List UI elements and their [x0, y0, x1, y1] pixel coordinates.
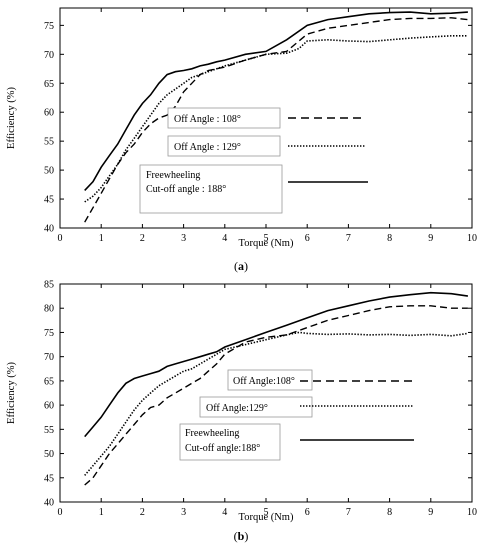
x-tick-label: 9 — [428, 233, 433, 244]
x-tick-label: 7 — [346, 233, 351, 244]
legend-box — [199, 396, 313, 418]
y-tick-label: 40 — [44, 224, 54, 235]
y-tick-label: 65 — [44, 79, 54, 90]
x-tick-label: 6 — [305, 507, 310, 518]
y-tick-label: 70 — [44, 352, 54, 363]
series-group — [84, 291, 469, 486]
y-axis-label: Efficiency (%) — [6, 362, 17, 424]
x-tick-label: 1 — [99, 507, 104, 518]
caption-close-paren: ) — [244, 259, 248, 273]
x-tick-label: 8 — [387, 233, 392, 244]
caption-open-paren: ( — [234, 529, 238, 543]
caption-letter: b — [238, 529, 245, 543]
legend-box — [167, 107, 281, 129]
y-tick-label: 50 — [44, 449, 54, 460]
y-tick-label: 65 — [44, 376, 54, 387]
x-tick-label: 10 — [467, 233, 477, 244]
legend-label: Freewheeling — [146, 170, 200, 181]
x-axis-label: Torque (Nm) — [239, 512, 294, 523]
x-tick-label: 4 — [222, 233, 227, 244]
legend-label: Off Angle:108° — [233, 376, 295, 387]
legend-box — [227, 369, 313, 391]
legend-box — [139, 164, 283, 214]
x-tick-label: 3 — [181, 507, 186, 518]
y-tick-label: 85 — [44, 280, 54, 291]
legend-label: Freewheeling — [185, 428, 239, 439]
caption-letter: a — [238, 259, 244, 273]
caption-close-paren: ) — [244, 529, 248, 543]
legend-box — [167, 135, 281, 157]
y-tick-label: 60 — [44, 108, 54, 119]
series-line-solid — [84, 291, 469, 438]
y-tick-label: 45 — [44, 473, 54, 484]
caption: (a) — [234, 259, 248, 273]
series-line-solid — [84, 11, 468, 191]
legend-label: Cut-off angle : 188° — [146, 184, 226, 195]
y-tick-label: 55 — [44, 137, 54, 148]
y-tick-label: 40 — [44, 498, 54, 509]
series-line-dotted — [84, 35, 468, 203]
legend-label: Off Angle : 108° — [174, 114, 241, 125]
x-tick-label: 1 — [99, 233, 104, 244]
x-tick-label: 0 — [58, 507, 63, 518]
legend-label: Cut-off angle:188° — [185, 443, 260, 454]
x-tick-label: 9 — [428, 507, 433, 518]
y-tick-label: 75 — [44, 21, 54, 32]
x-tick-label: 5 — [264, 233, 269, 244]
y-tick-label: 70 — [44, 50, 54, 61]
y-tick-label: 45 — [44, 195, 54, 206]
series-group — [84, 11, 468, 223]
caption: (b) — [234, 529, 249, 543]
x-tick-label: 5 — [264, 507, 269, 518]
x-tick-label: 4 — [222, 507, 227, 518]
x-tick-label: 10 — [467, 507, 477, 518]
y-tick-label: 75 — [44, 328, 54, 339]
x-tick-label: 3 — [181, 233, 186, 244]
y-tick-label: 50 — [44, 166, 54, 177]
y-tick-label: 55 — [44, 425, 54, 436]
x-tick-label: 2 — [140, 507, 145, 518]
series-line-dashed — [84, 305, 468, 486]
x-axis-label: Torque (Nm) — [239, 238, 294, 249]
legend-box — [179, 423, 281, 461]
plot-frame — [59, 283, 473, 503]
y-tick-label: 60 — [44, 401, 54, 412]
legend-label: Off Angle:129° — [206, 403, 268, 414]
series-line-dashed — [84, 17, 468, 223]
legend: Off Angle:108° Off Angle:129° Freewheeling… — [179, 369, 414, 461]
x-tick-label: 0 — [58, 233, 63, 244]
legend: Off Angle : 108° Off Angle : 129° Freewhee… — [139, 107, 368, 214]
x-tick-label: 6 — [305, 233, 310, 244]
x-tick-label: 2 — [140, 233, 145, 244]
legend-label: Off Angle : 129° — [174, 142, 241, 153]
y-tick-label: 80 — [44, 304, 54, 315]
caption-open-paren: ( — [234, 259, 238, 273]
x-tick-label: 8 — [387, 507, 392, 518]
y-axis-label: Efficiency (%) — [6, 87, 17, 149]
x-tick-label: 7 — [346, 507, 351, 518]
